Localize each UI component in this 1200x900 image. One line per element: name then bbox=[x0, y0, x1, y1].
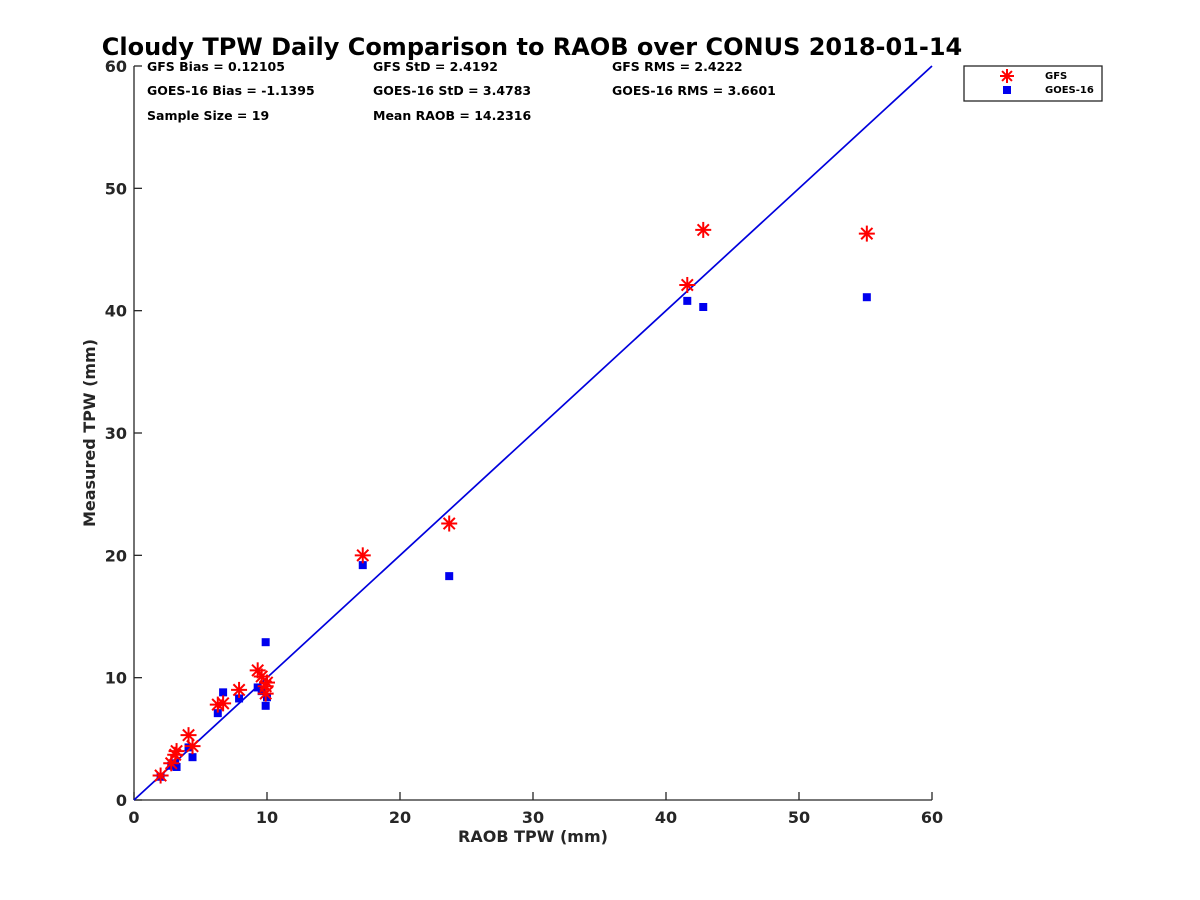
asterisk-stroke bbox=[170, 744, 183, 758]
goes16-point bbox=[261, 701, 270, 710]
x-tick-label: 10 bbox=[256, 808, 278, 827]
goes16-point bbox=[445, 572, 454, 581]
legend-asterisk bbox=[1000, 69, 1014, 83]
y-ticks: 0 10 20 30 40 50 60 bbox=[105, 57, 142, 810]
y-tick-label: 60 bbox=[105, 57, 127, 76]
goes16-point bbox=[235, 694, 244, 703]
y-tick-label: 10 bbox=[105, 669, 127, 688]
gfs-point bbox=[168, 743, 185, 760]
asterisk-stroke bbox=[154, 769, 167, 782]
gfs-point bbox=[180, 727, 197, 744]
asterisk-stroke bbox=[260, 676, 274, 689]
gfs-point bbox=[152, 767, 169, 784]
goes16-point bbox=[261, 638, 270, 647]
chart-title: Cloudy TPW Daily Comparison to RAOB over… bbox=[102, 33, 962, 61]
asterisk-stroke bbox=[255, 670, 269, 683]
gfs-point bbox=[354, 547, 371, 564]
gfs-point bbox=[231, 681, 248, 698]
asterisk-stroke bbox=[680, 278, 694, 292]
asterisk-stroke bbox=[251, 663, 265, 677]
legend-gfs-marker bbox=[1000, 69, 1014, 83]
gfs-point bbox=[858, 225, 875, 242]
goes16-point bbox=[862, 293, 871, 302]
legend: GFS GOES-16 bbox=[963, 65, 1103, 102]
goes16-point bbox=[188, 753, 197, 762]
gfs-point bbox=[184, 738, 201, 755]
asterisk-stroke bbox=[860, 227, 874, 240]
asterisk-stroke bbox=[232, 683, 246, 697]
asterisk-stroke bbox=[1001, 70, 1013, 82]
goes16-point bbox=[683, 296, 692, 305]
asterisk-stroke bbox=[442, 517, 456, 530]
x-tick-label: 0 bbox=[128, 808, 139, 827]
asterisk-stroke bbox=[186, 739, 199, 753]
goes16-point bbox=[219, 688, 228, 697]
y-tick-label: 40 bbox=[105, 302, 127, 321]
asterisk-stroke bbox=[259, 687, 273, 700]
y-tick-label: 20 bbox=[105, 546, 127, 565]
y-tick-label: 50 bbox=[105, 179, 127, 198]
x-axis-label: RAOB TPW (mm) bbox=[458, 827, 608, 846]
gfs-point bbox=[257, 685, 274, 702]
goes16-point bbox=[213, 709, 222, 718]
goes-std-text: GOES-16 StD = 3.4783 bbox=[373, 83, 531, 98]
legend-box bbox=[963, 65, 1103, 102]
y-tick-label: 0 bbox=[116, 791, 127, 810]
goes16-point bbox=[358, 561, 367, 570]
gfs-bias-text: GFS Bias = 0.12105 bbox=[147, 59, 285, 74]
gfs-point bbox=[679, 276, 696, 293]
legend-goes-marker bbox=[1003, 86, 1011, 94]
gfs-point bbox=[695, 221, 712, 238]
gfs-rms-text: GFS RMS = 2.4222 bbox=[612, 59, 743, 74]
y-tick-label: 30 bbox=[105, 424, 127, 443]
gfs-point bbox=[259, 674, 275, 691]
legend-gfs-label: GFS bbox=[1045, 71, 1067, 82]
x-tick-label: 20 bbox=[389, 808, 411, 827]
goes-rms-text: GOES-16 RMS = 3.6601 bbox=[612, 83, 776, 98]
goes16-point bbox=[184, 743, 193, 752]
gfs-point bbox=[215, 695, 232, 712]
x-tick-label: 50 bbox=[788, 808, 810, 827]
x-ticks: 0 10 20 30 40 50 60 bbox=[128, 792, 943, 827]
gfs-std-text: GFS StD = 2.4192 bbox=[373, 59, 498, 74]
goes16-point bbox=[263, 693, 271, 702]
data-points bbox=[152, 221, 875, 784]
y-axis-label: Measured TPW (mm) bbox=[80, 339, 99, 527]
goes-bias-text: GOES-16 Bias = -1.1395 bbox=[147, 83, 315, 98]
x-tick-label: 30 bbox=[522, 808, 544, 827]
legend-goes-label: GOES-16 bbox=[1045, 85, 1094, 96]
asterisk-stroke bbox=[182, 728, 195, 742]
goes16-point bbox=[172, 762, 181, 771]
statistics-block: GFS Bias = 0.12105 GFS StD = 2.4192 GFS … bbox=[147, 59, 776, 123]
mean-raob-text: Mean RAOB = 14.2316 bbox=[373, 108, 531, 123]
asterisk-stroke bbox=[356, 548, 370, 562]
sample-size-text: Sample Size = 19 bbox=[147, 108, 269, 123]
x-tick-label: 60 bbox=[921, 808, 943, 827]
goes16-point bbox=[699, 302, 708, 311]
gfs-point bbox=[441, 515, 458, 532]
asterisk-stroke bbox=[216, 696, 230, 710]
x-tick-label: 40 bbox=[655, 808, 677, 827]
asterisk-stroke bbox=[696, 223, 710, 237]
